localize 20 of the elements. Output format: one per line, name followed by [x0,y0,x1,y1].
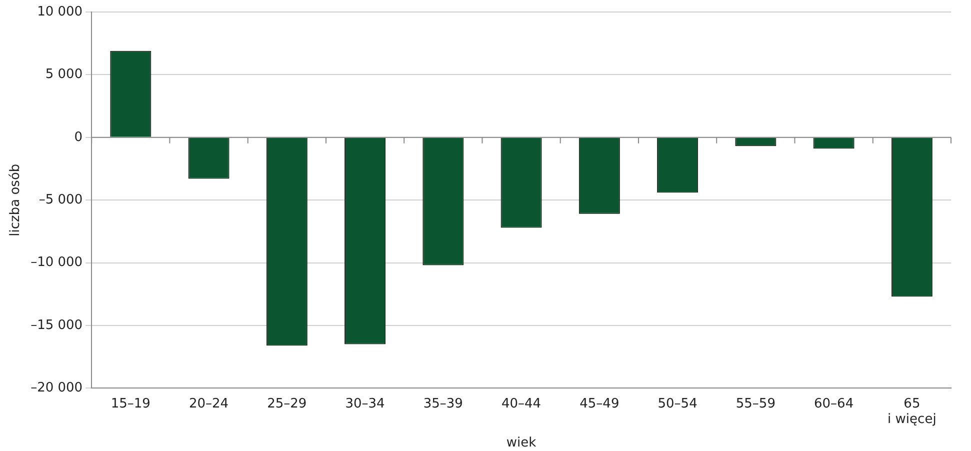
y-tick-label: 10 000 [37,4,83,20]
y-tick-label: 0 [74,130,83,145]
x-tick-label: 25–29 [267,396,307,412]
x-tick-label: 20–24 [188,396,229,412]
x-tick-label: 15–19 [110,396,150,412]
y-tick-label: –15 000 [30,318,83,333]
x-tick-label: 35–39 [423,396,463,412]
x-axis-title: wiek [506,436,537,451]
x-tick-label: 45–49 [580,396,620,412]
y-tick-label: –20 000 [30,380,83,396]
x-tick-label: 65 i więcej [888,396,936,427]
x-tick-label: 40–44 [501,396,542,412]
y-tick-label: –5 000 [38,192,83,208]
y-axis-title: liczba osób [8,164,24,236]
y-tick-label: –10 000 [30,255,83,270]
y-tick-label: 5 000 [45,67,83,82]
x-tick-label: 30–34 [345,396,385,412]
x-tick-label: 55–59 [736,396,776,412]
x-tick-label: 50–54 [658,396,698,412]
x-tick-label: 60–64 [814,396,854,412]
